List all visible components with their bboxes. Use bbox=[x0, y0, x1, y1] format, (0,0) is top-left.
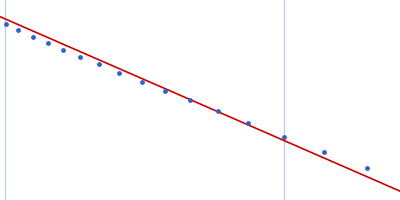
Point bbox=[187, 99, 193, 102]
Point bbox=[161, 89, 168, 92]
Point bbox=[14, 28, 21, 32]
Point bbox=[96, 63, 102, 66]
Point bbox=[364, 167, 370, 170]
Point bbox=[60, 48, 66, 52]
Point bbox=[138, 80, 145, 83]
Point bbox=[321, 150, 327, 153]
Point bbox=[116, 71, 122, 74]
Point bbox=[214, 110, 221, 113]
Point bbox=[45, 42, 51, 45]
Point bbox=[30, 35, 36, 38]
Point bbox=[77, 56, 83, 59]
Point bbox=[280, 135, 287, 138]
Point bbox=[245, 121, 251, 124]
Point bbox=[3, 23, 9, 26]
